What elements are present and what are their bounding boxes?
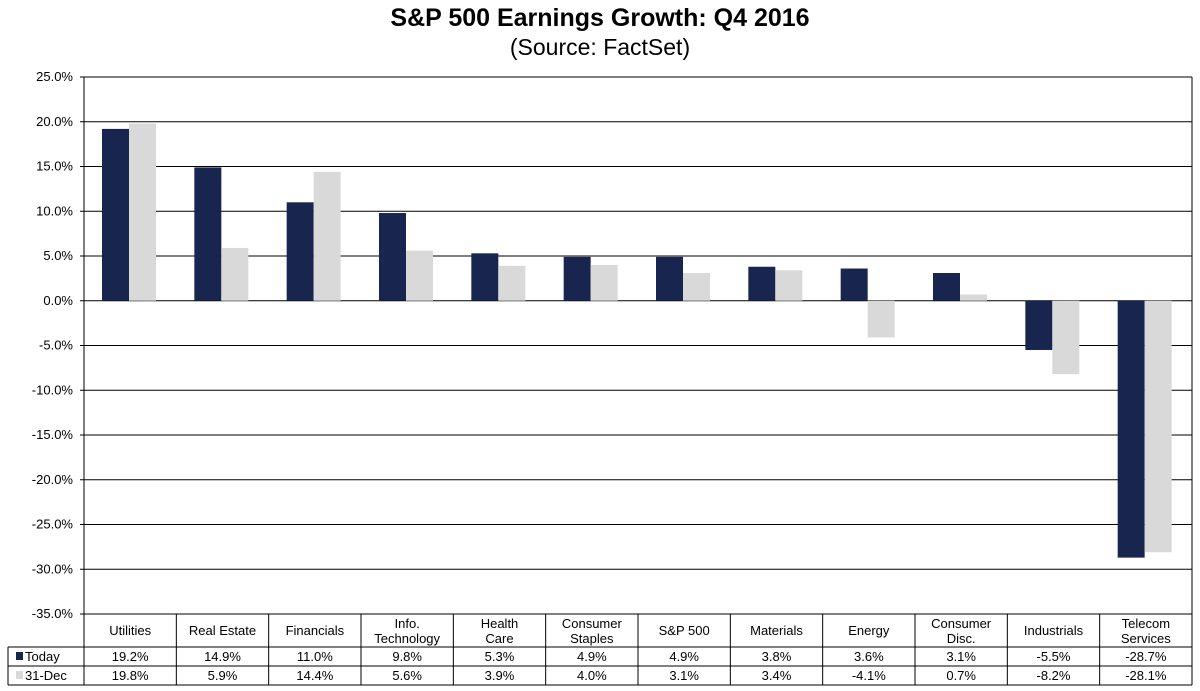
category-label: Services: [1121, 631, 1171, 646]
data-label: 3.9%: [485, 668, 515, 683]
bar-today: [102, 128, 129, 301]
data-label: 5.9%: [208, 668, 238, 683]
legend-swatch-today: [16, 652, 23, 660]
data-label: 5.3%: [485, 649, 515, 664]
legend-label: Today: [25, 649, 60, 664]
bar-today: [563, 256, 591, 301]
data-label: -28.7%: [1125, 649, 1167, 664]
legend-swatch-31-dec: [16, 671, 23, 679]
data-label: 19.8%: [112, 668, 149, 683]
category-label: Materials: [750, 623, 803, 638]
category-label: Disc.: [947, 631, 976, 646]
bar-31-dec: [590, 264, 618, 301]
data-label: -5.5%: [1037, 649, 1071, 664]
bar-31-dec: [129, 123, 156, 301]
bar-31-dec: [498, 265, 526, 301]
y-tick-label: 0.0%: [43, 293, 73, 308]
data-label: 4.9%: [669, 649, 699, 664]
data-label: 4.0%: [577, 668, 607, 683]
category-label: Financials: [286, 623, 345, 638]
y-tick-label: -30.0%: [32, 561, 74, 576]
data-label: 0.7%: [946, 668, 976, 683]
bar-31-dec: [867, 300, 895, 338]
data-table: Utilities Real Estate Financials Info.Techn…: [7, 614, 1193, 686]
y-tick-label: -10.0%: [32, 382, 74, 397]
category-label: Info.: [395, 616, 420, 631]
y-tick-label: 15.0%: [36, 159, 73, 174]
data-label: 11.0%: [297, 649, 333, 664]
bar-today: [840, 268, 868, 301]
bar-31-dec: [406, 250, 433, 301]
category-label: S&P 500: [659, 623, 710, 638]
y-tick-label: 25.0%: [36, 69, 73, 84]
category-label: Telecom: [1122, 616, 1170, 631]
y-tick-label: 20.0%: [36, 114, 73, 129]
data-label: 5.6%: [392, 668, 422, 683]
data-label: -4.1%: [852, 668, 886, 683]
category-label: Consumer: [931, 616, 992, 631]
bar-today: [471, 253, 499, 301]
category-label: Real Estate: [189, 623, 256, 638]
y-tick-label: -35.0%: [32, 606, 74, 621]
bar-today: [286, 202, 314, 301]
bar-31-dec: [1144, 300, 1172, 553]
bar-31-dec: [313, 171, 341, 301]
category-label: Energy: [848, 623, 890, 638]
data-label: 3.6%: [854, 649, 884, 664]
data-label: 4.9%: [577, 649, 607, 664]
data-label: 14.4%: [296, 668, 333, 683]
y-tick-label: -25.0%: [32, 517, 74, 532]
legend-label: 31-Dec: [25, 668, 67, 683]
bar-31-dec: [221, 247, 249, 301]
data-label: -8.2%: [1037, 668, 1071, 683]
data-label: 3.1%: [669, 668, 699, 683]
category-label: Health: [481, 616, 519, 631]
data-label: 3.1%: [946, 649, 976, 664]
data-label: 14.9%: [204, 649, 241, 664]
bar-31-dec: [775, 270, 803, 301]
data-label: 19.2%: [112, 649, 149, 664]
bar-today: [379, 213, 406, 301]
bar-today: [748, 266, 776, 301]
bar-today: [194, 167, 222, 301]
category-label: Utilities: [109, 623, 151, 638]
bar-today: [1117, 300, 1145, 558]
plot-frame: [83, 77, 1193, 614]
category-label: Industrials: [1024, 623, 1084, 638]
bar-today: [933, 273, 960, 301]
category-label: Care: [485, 631, 513, 646]
y-axis-ticks: 25.0% 20.0% 15.0% 10.0% 5.0% 0.0% -5.0% -10.0% -…: [32, 69, 84, 621]
category-label: Staples: [570, 631, 614, 646]
data-label: 3.4%: [762, 668, 792, 683]
bar-31-dec: [1052, 300, 1080, 375]
category-label: Technology: [374, 631, 440, 646]
bars: [102, 123, 1172, 558]
data-label: 3.8%: [762, 649, 792, 664]
bar-today: [656, 256, 683, 301]
chart-title: S&P 500 Earnings Growth: Q4 2016: [390, 4, 810, 32]
y-tick-label: 5.0%: [43, 248, 73, 263]
data-label: -28.1%: [1125, 668, 1167, 683]
y-tick-label: -5.0%: [39, 338, 73, 353]
bar-today: [1025, 300, 1053, 350]
bar-31-dec: [683, 273, 710, 301]
data-label: 9.8%: [392, 649, 422, 664]
y-tick-label: -15.0%: [32, 427, 74, 442]
category-label: Consumer: [562, 616, 623, 631]
chart-subtitle: (Source: FactSet): [509, 34, 691, 60]
y-tick-label: -20.0%: [32, 472, 74, 487]
bar-31-dec: [960, 294, 987, 301]
y-tick-label: 10.0%: [36, 203, 73, 218]
